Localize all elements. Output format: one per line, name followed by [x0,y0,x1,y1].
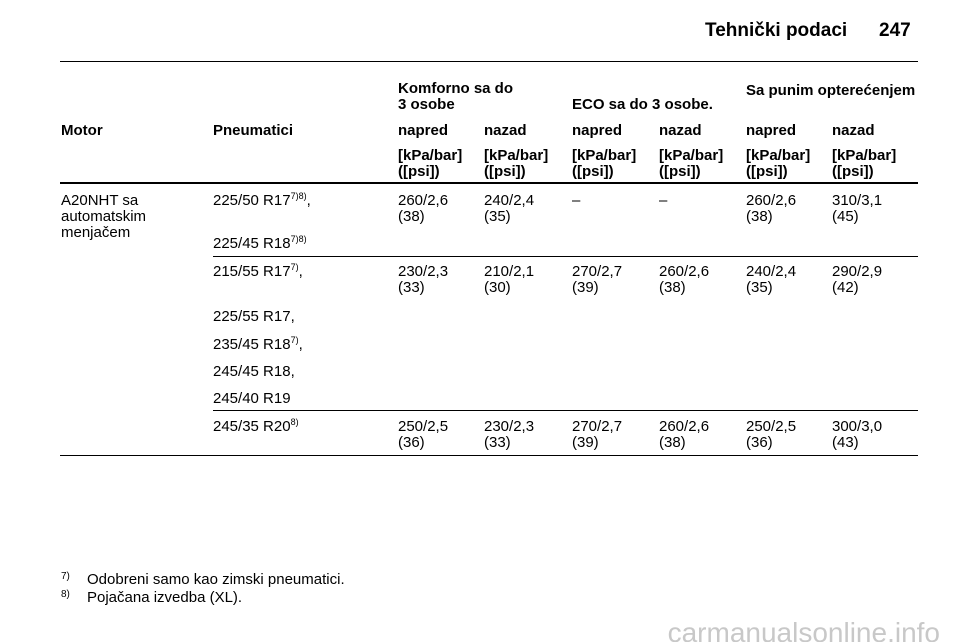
footnote-ref: 7)8) [290,234,307,244]
pressure: (33) [484,434,511,451]
unit-header: [kPa/bar] [484,147,549,164]
pressure: 240/2,4 [746,263,797,280]
pressure: 250/2,5 [746,418,797,435]
unit-header: [kPa/bar] [832,147,897,164]
pressure: (45) [832,208,859,225]
group-header: Sa punim opterećenjem [746,82,916,99]
pressure: (38) [659,279,686,296]
tire-size: 215/55 R17 [213,263,291,280]
footnote-ref: 7) [290,335,299,345]
pressure: (42) [832,279,859,296]
pressure: (39) [572,279,599,296]
tire: 245/40 R19 [213,391,291,407]
rule [213,256,918,257]
tire-size: 235/45 R18 [213,336,291,353]
unit-header: ([psi]) [659,163,701,180]
rule [60,455,918,456]
pressure: (35) [484,208,511,225]
pressure: (33) [398,279,425,296]
tire-size: 245/45 R18, [213,363,295,380]
pressure: 270/2,7 [572,263,623,280]
pressure: 240/2,4 [484,192,535,209]
pressure: (35) [746,279,773,296]
tire: 225/50 R177)8), [213,191,311,209]
rule [60,61,918,62]
tire-size: 225/45 R18 [213,235,291,252]
unit-header: [kPa/bar] [398,147,463,164]
motor: automatskim [61,208,147,225]
footnote-ref: 7)8) [290,191,307,201]
pressure: (38) [398,208,425,225]
unit-header: [kPa/bar] [572,147,637,164]
unit-header: ([psi]) [398,163,440,180]
watermark: carmanualsonline.info [667,617,940,642]
column-header: Motor [61,122,103,139]
footnote-mark: 7) [61,571,70,582]
separator: , [298,336,303,353]
tire-size: 245/35 R20 [213,418,291,435]
motor: A20NHT sa [61,192,139,209]
sub-header: nazad [484,122,527,139]
footnote-text: Odobreni samo kao zimski pneumatici. [87,571,345,588]
separator: , [306,192,311,209]
unit-header: ([psi]) [572,163,614,180]
sub-header: napred [746,122,797,139]
group-header: ECO sa do 3 osobe. [572,96,713,113]
tire: 245/45 R18, [213,364,295,380]
tire: 235/45 R187), [213,335,303,353]
pressure: 260/2,6 [659,418,710,435]
pressure: (36) [746,434,773,451]
column-header: Pneumatici [213,122,294,139]
pressure: 210/2,1 [484,263,535,280]
pressure: 250/2,5 [398,418,449,435]
footnote-ref: 8) [290,417,299,427]
pressure: 300/3,0 [832,418,883,435]
tire-size: 245/40 R19 [213,390,291,407]
pressure: 260/2,6 [398,192,449,209]
sub-header: napred [572,122,623,139]
pressure: 260/2,6 [746,192,797,209]
pressure: (36) [398,434,425,451]
unit-header: ([psi]) [746,163,788,180]
tire: 215/55 R177), [213,262,303,280]
group-header: 3 osobe [398,96,455,113]
tire-size: 225/55 R17, [213,308,295,325]
sub-header: napred [398,122,449,139]
page-number: 247 [879,20,911,41]
pressure: 260/2,6 [659,263,710,280]
tire: 225/55 R17, [213,309,295,325]
unit-header: ([psi]) [484,163,526,180]
pressure: 310/3,1 [832,192,883,209]
unit-header: [kPa/bar] [746,147,811,164]
unit-header: ([psi]) [832,163,874,180]
separator: , [298,263,303,280]
tire: 225/45 R187)8) [213,234,307,252]
pressure: 230/2,3 [484,418,535,435]
pressure: (30) [484,279,511,296]
footnote-mark: 8) [61,589,70,600]
pressure: – [572,192,581,209]
unit-header: [kPa/bar] [659,147,724,164]
sub-header: nazad [832,122,875,139]
tire-size: 225/50 R17 [213,192,291,209]
footnote-ref: 7) [290,262,299,272]
footnote-text: Pojačana izvedba (XL). [87,589,243,606]
sub-header: nazad [659,122,702,139]
header-title: Tehnički podaci [705,20,848,41]
pressure: (38) [746,208,773,225]
motor: menjačem [61,224,131,241]
pressure: 230/2,3 [398,263,449,280]
pressure: 290/2,9 [832,263,883,280]
pressure: 270/2,7 [572,418,623,435]
rule [213,410,918,411]
pressure: (43) [832,434,859,451]
tire: 245/35 R208) [213,417,299,435]
rule [60,182,918,184]
pressure: (39) [572,434,599,451]
pressure: – [659,192,668,209]
pressure: (38) [659,434,686,451]
group-header: Komforno sa do [398,80,513,97]
